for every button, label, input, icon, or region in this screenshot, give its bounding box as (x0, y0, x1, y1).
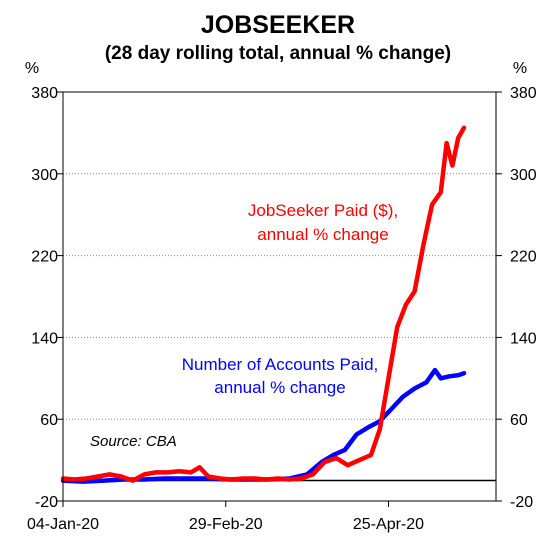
series-accounts-paid-line (60, 367, 467, 484)
series-lines (60, 125, 467, 484)
y-tick-label-left-4: 60 (40, 412, 58, 429)
y-tick-label-right-5: -20 (510, 494, 533, 511)
chart-subtitle: (28 day rolling total, annual % change) (105, 43, 451, 64)
accounts-paid-label-line-1: Number of Accounts Paid, (182, 355, 379, 374)
y-unit-left: % (25, 60, 39, 77)
series-jobseeker-paid-line (60, 125, 467, 483)
plot-frame (62, 91, 497, 502)
accounts-paid-label-line-2: annual % change (214, 378, 345, 397)
tick-labels: 380 380 300 300 220 220 140 140 60 60 -20 -20 04-Jan… (27, 85, 537, 533)
y-tick-label-left-0: 380 (31, 85, 58, 102)
y-tick-label-right-0: 380 (510, 85, 537, 102)
jobseeker-paid-label-line-1: JobSeeker Paid ($), (248, 201, 398, 220)
chart-title: JOBSEEKER (201, 11, 355, 39)
x-tick-label-0: 04-Jan-20 (27, 516, 99, 533)
y-tick-label-left-5: -20 (35, 494, 58, 511)
y-tick-label-left-3: 140 (31, 330, 58, 347)
y-tick-label-right-2: 220 (510, 249, 537, 266)
y-tick-label-right-1: 300 (510, 167, 537, 184)
x-tick-label-2: 25-Apr-20 (353, 516, 424, 533)
y-unit-right: % (513, 60, 527, 77)
jobseeker-paid-label-line-2: annual % change (257, 225, 388, 244)
source-note: Source: CBA (90, 433, 177, 450)
y-tick-label-right-4: 60 (510, 412, 528, 429)
y-tick-label-left-1: 300 (31, 167, 58, 184)
y-tick-label-left-2: 220 (31, 249, 58, 266)
y-tick-label-right-3: 140 (510, 330, 537, 347)
x-tick-label-1: 29-Feb-20 (189, 516, 263, 533)
